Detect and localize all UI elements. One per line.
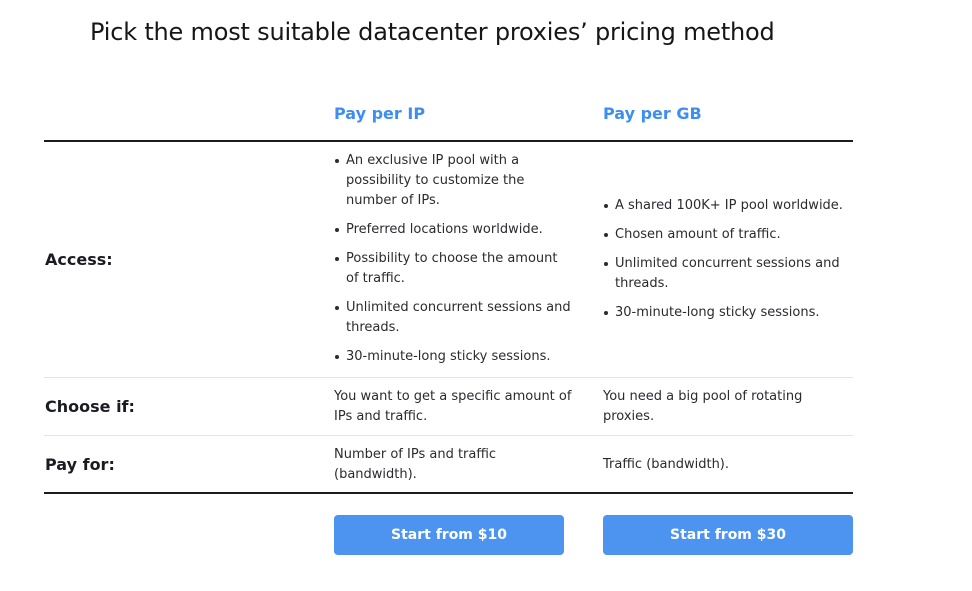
row-divider xyxy=(44,377,853,378)
row-label-access: Access: xyxy=(45,250,113,269)
access-pay-per-gb-list: A shared 100K+ IP pool worldwide. Chosen… xyxy=(603,196,853,323)
access-pay-per-ip-cell: An exclusive IP pool with a possibility … xyxy=(334,151,572,376)
list-item: 30-minute-long sticky sessions. xyxy=(603,303,853,323)
start-pay-per-gb-button[interactable]: Start from $30 xyxy=(603,515,853,555)
list-item: Unlimited concurrent sessions and thread… xyxy=(603,254,853,294)
table-header-divider xyxy=(44,140,853,142)
table-footer-divider xyxy=(44,492,853,494)
row-divider xyxy=(44,435,853,436)
list-item: A shared 100K+ IP pool worldwide. xyxy=(603,196,853,216)
choose-if-pay-per-gb-cell: You need a big pool of rotating proxies. xyxy=(603,389,803,424)
list-item: Preferred locations worldwide. xyxy=(334,220,572,240)
list-item: Possibility to choose the amount of traf… xyxy=(334,249,572,289)
column-heading-pay-per-ip: Pay per IP xyxy=(334,104,426,123)
pay-for-pay-per-gb-cell: Traffic (bandwidth). xyxy=(603,457,730,472)
column-heading-pay-per-gb: Pay per GB xyxy=(603,104,702,123)
list-item: 30-minute-long sticky sessions. xyxy=(334,347,572,367)
list-item: Chosen amount of traffic. xyxy=(603,225,853,245)
access-pay-per-ip-list: An exclusive IP pool with a possibility … xyxy=(334,151,572,367)
start-pay-per-ip-button[interactable]: Start from $10 xyxy=(334,515,564,555)
page-title: Pick the most suitable datacenter proxie… xyxy=(90,18,775,46)
access-pay-per-gb-cell: A shared 100K+ IP pool worldwide. Chosen… xyxy=(603,196,853,332)
pay-for-pay-per-ip-cell: Number of IPs and traffic (bandwidth). xyxy=(334,447,497,482)
list-item: Unlimited concurrent sessions and thread… xyxy=(334,298,572,338)
list-item: An exclusive IP pool with a possibility … xyxy=(334,151,572,211)
row-label-choose-if: Choose if: xyxy=(45,397,135,416)
row-label-pay-for: Pay for: xyxy=(45,455,115,474)
choose-if-pay-per-ip-cell: You want to get a specific amount of IPs… xyxy=(334,389,572,424)
